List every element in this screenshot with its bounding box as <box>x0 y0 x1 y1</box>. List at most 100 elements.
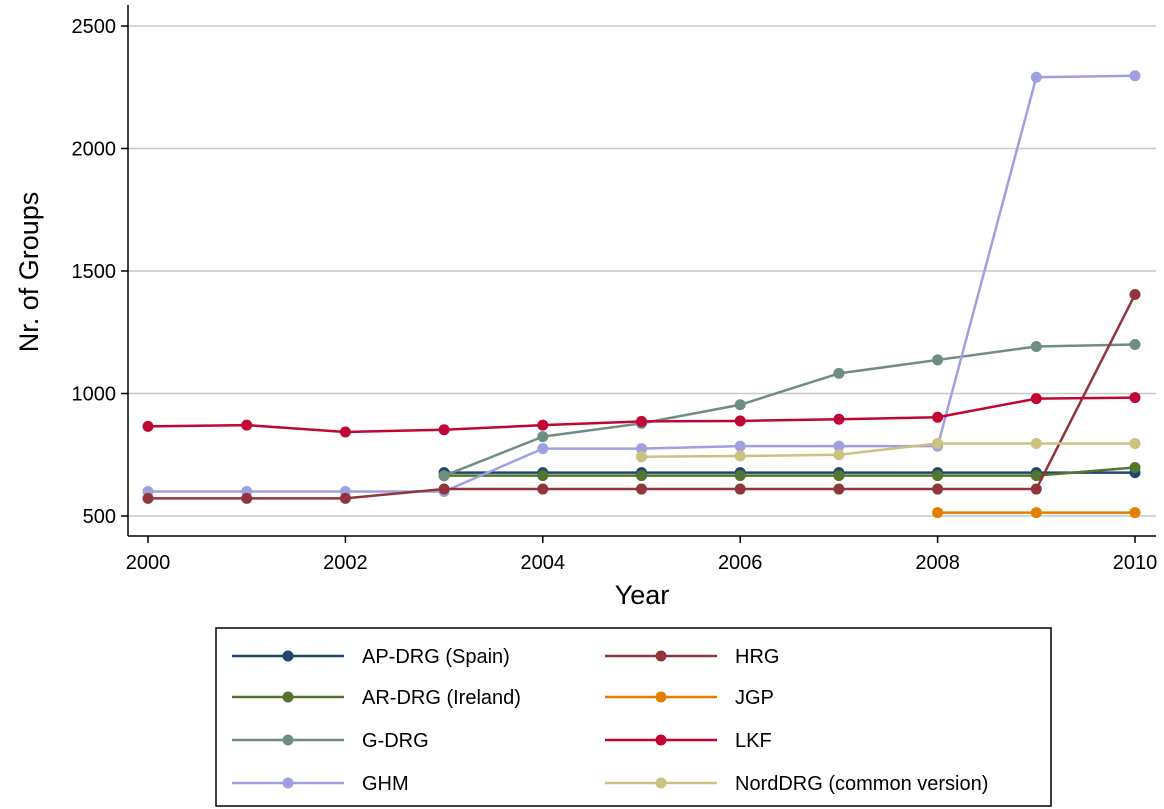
x-tick-label: 2004 <box>521 552 566 574</box>
data-point <box>1030 483 1042 495</box>
data-point <box>833 367 845 379</box>
data-point <box>1129 507 1141 519</box>
series-line <box>444 466 1136 477</box>
x-tick-label: 2010 <box>1113 552 1158 574</box>
data-point <box>833 440 845 452</box>
data-point <box>537 431 549 443</box>
legend-label: HRG <box>735 646 779 668</box>
data-point <box>833 413 845 425</box>
x-tick-label: 2002 <box>323 552 368 574</box>
data-point <box>1030 340 1042 352</box>
data-point <box>142 492 154 504</box>
x-tick-label: 2000 <box>126 552 171 574</box>
data-point <box>734 470 746 482</box>
legend-label: G-DRG <box>362 730 429 752</box>
series-line <box>443 343 1136 477</box>
legend-item: LKF <box>605 730 772 752</box>
y-tick-label: 1500 <box>72 261 117 283</box>
data-point <box>1129 461 1141 473</box>
series-4 <box>142 70 1141 497</box>
data-point <box>734 450 746 462</box>
data-point <box>833 470 845 482</box>
legend-swatch-marker <box>282 691 294 703</box>
legend-item: JGP <box>605 687 774 709</box>
data-point <box>636 483 647 495</box>
y-tick-label: 1000 <box>72 384 117 406</box>
data-point <box>1129 289 1141 301</box>
legend-swatch-marker <box>655 650 667 662</box>
x-tick-label: 2008 <box>915 552 960 574</box>
data-point <box>438 470 450 482</box>
y-tick-label: 500 <box>83 506 116 528</box>
legend-item: HRG <box>605 646 779 668</box>
data-point <box>1129 392 1141 404</box>
legend-label: JGP <box>735 687 774 709</box>
legend-swatch-marker <box>655 691 667 703</box>
legend-label: LKF <box>735 730 772 752</box>
axes: 500 1000 1500 2000 2500 2000 2002 2004 2006 2008 2… <box>72 5 1158 574</box>
legend-item: AR-DRG (Ireland) <box>232 687 521 709</box>
data-point <box>636 470 647 482</box>
data-point <box>1030 437 1042 449</box>
y-tick-label: 2000 <box>72 139 117 161</box>
legend-box <box>215 627 1052 807</box>
legend-item: G-DRG <box>232 730 429 752</box>
legend-item: GHM <box>232 773 409 795</box>
legend-label: NordDRG (common version) <box>735 773 988 795</box>
data-point <box>636 415 647 427</box>
legend-swatch-marker <box>655 734 667 746</box>
gridlines <box>128 25 1156 517</box>
data-point <box>833 483 845 495</box>
data-point <box>241 492 253 504</box>
data-point <box>1030 393 1042 405</box>
legend-swatch-marker <box>655 777 667 789</box>
data-point <box>339 492 351 504</box>
data-point <box>636 451 647 463</box>
data-point <box>734 399 746 411</box>
legend-swatch-marker <box>282 734 294 746</box>
data-point <box>537 443 549 455</box>
data-point <box>1030 470 1042 482</box>
data-point <box>537 483 549 495</box>
series-3 <box>438 339 1141 482</box>
y-tick-label: 2500 <box>72 16 117 38</box>
data-point <box>932 411 944 423</box>
series-7 <box>142 392 1141 438</box>
data-point <box>932 437 944 449</box>
data-point <box>142 420 154 432</box>
data-point <box>734 483 746 495</box>
series-6 <box>932 507 1141 519</box>
legend-label: AR-DRG (Ireland) <box>362 687 521 709</box>
data-point <box>833 449 845 461</box>
data-point <box>932 470 944 482</box>
data-point <box>1030 507 1042 519</box>
legend-label: AP-DRG (Spain) <box>362 646 510 668</box>
x-tick-label: 2006 <box>718 552 763 574</box>
legend-item: NordDRG (common version) <box>605 773 988 795</box>
data-point <box>932 354 944 366</box>
data-point <box>734 440 746 452</box>
data-point <box>636 443 647 455</box>
data-point <box>438 424 450 436</box>
series-lines <box>142 70 1141 519</box>
legend-swatch-marker <box>282 650 294 662</box>
data-point <box>734 415 746 427</box>
data-point <box>438 483 450 495</box>
series-line <box>641 442 1135 458</box>
series-5 <box>142 289 1141 504</box>
data-point <box>1129 339 1141 350</box>
data-point <box>1030 71 1042 83</box>
data-point <box>339 426 351 438</box>
data-point <box>537 470 549 482</box>
data-point <box>241 419 253 431</box>
data-point <box>537 419 549 431</box>
y-axis-title: Nr. of Groups <box>14 192 44 353</box>
data-point <box>1129 70 1141 82</box>
legend-item: AP-DRG (Spain) <box>232 646 510 668</box>
data-point <box>1129 437 1141 449</box>
legend-swatch-marker <box>282 777 294 789</box>
series-8 <box>636 437 1141 463</box>
data-point <box>932 483 944 495</box>
x-axis-title: Year <box>615 580 670 610</box>
